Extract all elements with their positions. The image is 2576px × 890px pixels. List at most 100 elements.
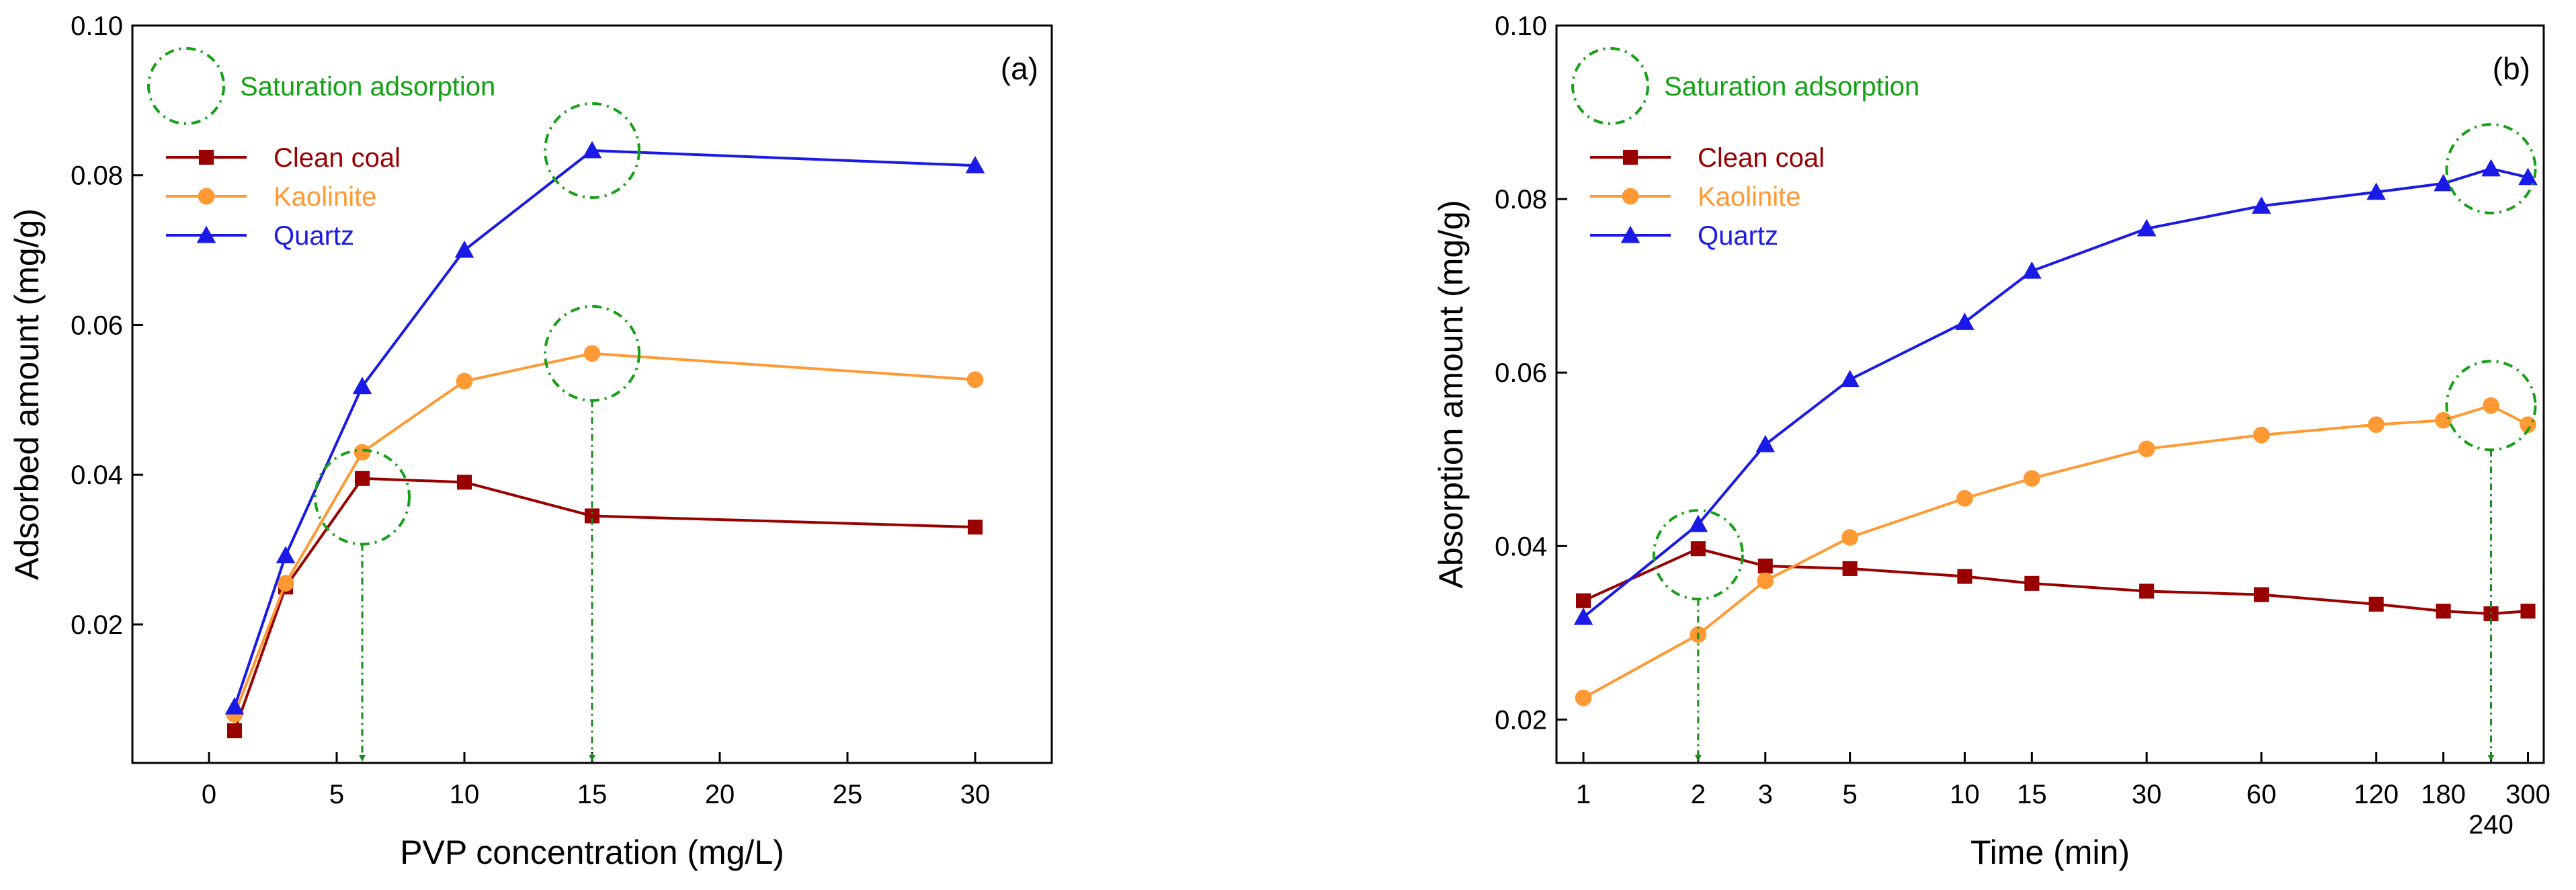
x-tick-label: 240 [2468,810,2513,840]
series-line-kaolinite [1583,404,2529,699]
data-point-kaolinite [2023,470,2040,487]
x-tick-label: 30 [960,780,991,809]
data-point-quartz [1688,514,1708,532]
x-tick-label: 2 [1691,780,1706,809]
x-tick-label: 15 [577,780,608,809]
data-point-clean-coal [1957,569,1972,584]
x-tick-label: 30 [2132,780,2162,809]
x-axis-label: Time (min) [1970,834,2130,871]
x-tick-label: 180 [2421,780,2466,809]
data-point-quartz [2481,159,2501,177]
x-tick-label: 10 [1950,780,1980,809]
data-point-kaolinite [456,372,473,390]
x-tick-label: 60 [2247,780,2277,809]
legend-saturation-label: Saturation adsorption [1664,72,1919,102]
x-tick-label: 300 [2505,780,2550,809]
legend-marker [196,225,216,243]
data-point-clean-coal [2139,583,2155,599]
y-tick-label: 0.08 [1495,185,1547,214]
data-point-quartz [2251,196,2272,214]
y-tick-label: 0.10 [71,11,123,41]
data-point-kaolinite [354,444,371,461]
data-point-kaolinite [2435,411,2452,429]
panel-label: (a) [1001,51,1038,86]
data-point-clean-coal [354,471,370,486]
chart-panel-a: 0.02 0.04 0.06 0.08 0.10 0 5 10 15 20 25 30 PVP conc… [8,11,1053,871]
data-point-quartz [1755,435,1776,452]
data-point-clean-coal [2253,587,2269,602]
legend-label: Clean coal [1698,143,1825,173]
data-point-kaolinite [1757,572,1774,590]
x-axis-label: PVP concentration (mg/L) [400,834,784,871]
data-point-quartz [224,697,245,715]
data-point-kaolinite [1841,529,1858,546]
legend-marker [198,188,215,205]
x-tick-label: 0 [202,780,216,809]
y-axis-label: Adsorbed amount (mg/g) [8,208,46,580]
y-tick-label: 0.02 [1495,705,1547,735]
data-point-kaolinite [2483,397,2499,414]
legend-saturation-icon [1571,47,1649,125]
x-tick-label: 15 [2017,780,2047,809]
legend-marker [198,149,214,165]
y-tick-label: 0.06 [1495,358,1547,388]
data-point-quartz [276,546,296,563]
data-point-quartz [1573,607,1593,625]
series-line-quartz [1582,167,2528,618]
data-point-clean-coal [2436,604,2451,619]
legend-label: Kaolinite [1698,182,1800,212]
y-tick-label: 0.08 [71,161,123,191]
series-line-clean-coal [1583,547,2528,616]
data-point-clean-coal [456,475,472,490]
saturation-circle [2445,122,2537,214]
data-point-clean-coal [1757,558,1773,574]
saturation-circle [314,448,411,546]
legend-marker [1620,225,1640,243]
data-point-quartz [2022,261,2042,279]
data-point-kaolinite [1956,490,1973,507]
data-point-clean-coal [1575,593,1591,608]
x-tick-label: 5 [1843,780,1858,809]
legend-marker [1622,149,1638,165]
x-tick-label: 25 [833,780,863,809]
data-point-quartz [2136,218,2157,237]
plot-frame [131,24,1053,764]
panel-label: (b) [2493,51,2530,86]
data-point-quartz [352,376,372,395]
data-point-kaolinite [277,575,294,592]
y-tick-label: 0.02 [71,610,123,640]
y-tick-label: 0.10 [1495,11,1547,41]
x-tick-label: 5 [329,780,344,809]
legend-label: Quartz [274,221,354,251]
data-point-quartz [1840,370,1860,387]
x-tick-label: 1 [1576,780,1591,809]
y-tick-label: 0.04 [71,460,123,490]
data-point-quartz [2434,173,2453,192]
plot-frame [1555,24,2545,764]
data-point-quartz [965,155,985,173]
y-axis-label: Absorption amount (mg/g) [1432,200,1470,588]
legend-label: Quartz [1698,221,1778,251]
legend-saturation-icon [147,47,225,125]
x-tick-label: 20 [705,780,735,809]
legend-label: Clean coal [274,143,401,173]
data-point-clean-coal [226,723,243,739]
data-point-clean-coal [2368,596,2384,612]
data-point-clean-coal [1690,541,1706,557]
chart-panel-b: 0.02 0.04 0.06 0.08 0.10 1 2 3 5 10 15 30 60 120 18024… [1432,11,2550,871]
legend-saturation-label: Saturation adsorption [240,72,495,102]
legend-label: Kaolinite [274,182,376,212]
data-point-clean-coal [2024,575,2040,591]
data-point-quartz [2366,182,2386,200]
saturation-circle [544,102,640,199]
legend-marker [1622,188,1639,205]
data-point-kaolinite [966,371,984,389]
data-point-kaolinite [583,345,601,362]
data-point-kaolinite [2368,416,2385,434]
data-point-quartz [1955,313,1975,330]
data-point-quartz [582,140,602,159]
y-tick-label: 0.04 [1495,532,1547,561]
x-tick-label: 3 [1758,780,1773,809]
data-point-quartz [454,240,474,258]
